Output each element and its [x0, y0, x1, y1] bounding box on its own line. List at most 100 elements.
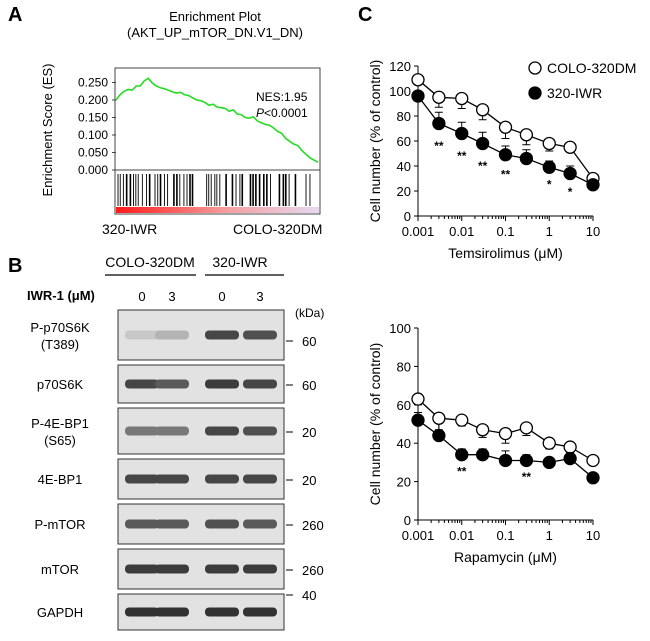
panel-b-western-blot: B COLO-320DM 320-IWR IWR-1 (μM) 0 3 0 3 (kD…	[8, 254, 324, 631]
data-point-colo320dm	[586, 453, 600, 468]
significance-marker: *	[568, 185, 573, 199]
es-y-tick-label: 0.200	[78, 93, 108, 107]
ranked-list-gradient	[116, 207, 319, 213]
mw-marker-label: 260	[302, 518, 324, 533]
blot-band	[205, 607, 239, 617]
enrichment-title-line1: Enrichment Plot	[169, 9, 261, 24]
data-point-colo320dm	[432, 90, 446, 104]
y-tick-label: 80	[397, 359, 411, 374]
legend-marker-320iwr	[528, 86, 542, 100]
es-y-tick-label: 0.150	[78, 111, 108, 125]
blot-band	[205, 564, 239, 574]
data-point-colo320dm	[519, 128, 534, 142]
data-point-320iwr	[432, 428, 446, 443]
blot-band	[155, 330, 189, 340]
blot-band	[155, 474, 189, 484]
y-tick-label: 0	[404, 209, 411, 224]
blot-band	[205, 426, 239, 436]
data-point-320iwr	[411, 89, 425, 103]
es-y-tick-label: 0.250	[78, 76, 108, 90]
blot-site-label: (T389)	[41, 337, 79, 352]
data-point-colo320dm	[542, 436, 556, 450]
y-tick-label: 120	[389, 59, 411, 74]
blot-protein-label: P-p70S6K	[30, 320, 90, 335]
data-point-colo320dm	[411, 392, 425, 406]
group-label-colo320dm: COLO-320DM	[105, 254, 194, 270]
data-point-320iwr	[519, 453, 534, 468]
y-tick-label: 100	[389, 84, 411, 99]
significance-marker: **	[501, 168, 511, 182]
x-tick-label: 0.01	[449, 224, 474, 239]
blot-band	[155, 379, 189, 389]
blot-protein-label: P-mTOR	[34, 517, 85, 532]
blot-site-label: (S65)	[44, 433, 76, 448]
treatment-label: IWR-1 (μM)	[27, 288, 95, 303]
blot-band	[155, 519, 189, 529]
x-tick-label: 1	[546, 528, 553, 543]
x-axis-label: Temsirolimus (μM)	[448, 245, 563, 261]
x-tick-label: 1	[546, 224, 553, 239]
es-y-tick-label: 0.050	[78, 146, 108, 160]
data-point-colo320dm	[455, 91, 469, 106]
blot-band	[155, 564, 189, 574]
y-tick-label: 20	[397, 184, 411, 199]
dose-label: 3	[256, 289, 263, 304]
blot-rows: P-p70S6K (T389) 60 p70S6K 60 P-4E-BP1 (S65) 20 4…	[30, 309, 324, 631]
blot-band	[243, 519, 277, 529]
significance-marker: **	[457, 149, 467, 163]
blot-band	[205, 474, 239, 484]
data-point-320iwr	[586, 178, 600, 192]
legend-label-320iwr: 320-IWR	[547, 85, 602, 101]
blot-band	[243, 564, 277, 574]
blot-band	[155, 426, 189, 436]
data-point-320iwr	[475, 448, 490, 462]
blot-protein-label: 4E-BP1	[38, 472, 83, 487]
y-tick-label: 20	[397, 475, 411, 490]
data-point-320iwr	[519, 151, 534, 166]
legend-marker-colo320dm	[528, 61, 542, 75]
kda-label: (kDa)	[295, 306, 324, 320]
data-point-colo320dm	[563, 140, 577, 154]
blot-band	[205, 519, 239, 529]
blot-protein-label: P-4E-BP1	[31, 416, 89, 431]
data-point-colo320dm	[475, 423, 490, 437]
x-tick-label: 0.01	[449, 528, 474, 543]
mw-marker-label: 40	[302, 588, 316, 603]
blot-band	[125, 474, 159, 484]
data-point-colo320dm	[498, 426, 513, 441]
significance-marker: **	[522, 470, 532, 484]
data-point-colo320dm	[475, 103, 490, 117]
data-point-320iwr	[542, 160, 556, 174]
blot-band	[155, 607, 189, 617]
group-label-320iwr: 320-IWR	[212, 254, 267, 270]
enrichment-score-curve	[115, 77, 319, 163]
data-point-colo320dm	[563, 440, 577, 454]
blot-band	[243, 330, 277, 340]
blot-band	[205, 330, 239, 340]
blot-band	[125, 379, 159, 389]
data-point-320iwr	[498, 148, 513, 162]
rapamycin-chart: 0 20 40 60 80 100 0.001 0.01 0.1 1 10 Rapamycin (μM…	[367, 321, 600, 565]
data-point-320iwr	[411, 413, 425, 427]
significance-marker: **	[478, 159, 488, 173]
panel-a-letter: A	[8, 4, 22, 26]
blot-band	[125, 426, 159, 436]
mw-marker-label: 60	[302, 378, 316, 393]
mw-marker-label: 260	[302, 563, 324, 578]
data-point-320iwr	[432, 116, 446, 131]
blot-band	[125, 330, 159, 340]
dose-label: 0	[218, 289, 225, 304]
mw-marker-label: 60	[302, 334, 316, 349]
y-tick-label: 0	[404, 513, 411, 528]
mw-marker-label: 20	[302, 425, 316, 440]
es-y-tick-label: 0.000	[78, 163, 108, 177]
blot-band	[243, 474, 277, 484]
mw-marker-label: 20	[302, 473, 316, 488]
dose-labels: 0 3 0 3	[138, 289, 263, 304]
blot-band	[205, 379, 239, 389]
blot-band	[125, 607, 159, 617]
blot-band	[243, 607, 277, 617]
data-point-colo320dm	[498, 120, 513, 134]
enrichment-y-axis-label: Enrichment Score (ES)	[40, 64, 55, 197]
